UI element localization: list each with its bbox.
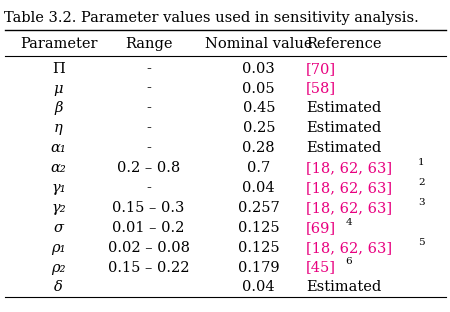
- Text: Parameter: Parameter: [20, 37, 97, 51]
- Text: -: -: [146, 141, 151, 155]
- Text: Π: Π: [52, 62, 65, 76]
- Text: [18, 62, 63]: [18, 62, 63]: [306, 181, 392, 195]
- Text: Estimated: Estimated: [306, 141, 381, 155]
- Text: Range: Range: [125, 37, 172, 51]
- Text: ρ₂: ρ₂: [51, 261, 66, 275]
- Text: β: β: [54, 101, 63, 115]
- Text: 0.15 – 0.22: 0.15 – 0.22: [108, 261, 189, 275]
- Text: 0.25: 0.25: [243, 121, 275, 135]
- Text: α₁: α₁: [50, 141, 67, 155]
- Text: δ: δ: [54, 280, 63, 295]
- Text: [18, 62, 63]: [18, 62, 63]: [306, 201, 392, 215]
- Text: -: -: [146, 101, 151, 115]
- Text: -: -: [146, 62, 151, 76]
- Text: Reference: Reference: [306, 37, 382, 51]
- Text: Estimated: Estimated: [306, 121, 381, 135]
- Text: 6: 6: [346, 257, 352, 266]
- Text: [69]: [69]: [306, 221, 336, 235]
- Text: 0.179: 0.179: [238, 261, 279, 275]
- Text: 0.28: 0.28: [243, 141, 275, 155]
- Text: 0.04: 0.04: [243, 280, 275, 295]
- Text: 1: 1: [418, 158, 425, 167]
- Text: Table 3.2. Parameter values used in sensitivity analysis.: Table 3.2. Parameter values used in sens…: [4, 11, 419, 25]
- Text: 2: 2: [418, 178, 425, 187]
- Text: -: -: [146, 121, 151, 135]
- Text: [58]: [58]: [306, 81, 336, 95]
- Text: 5: 5: [418, 237, 425, 246]
- Text: η: η: [54, 121, 63, 135]
- Text: 0.45: 0.45: [243, 101, 275, 115]
- Text: μ: μ: [54, 81, 63, 95]
- Text: -: -: [146, 81, 151, 95]
- Text: 0.125: 0.125: [238, 241, 279, 255]
- Text: Estimated: Estimated: [306, 101, 381, 115]
- Text: α₂: α₂: [50, 161, 67, 175]
- Text: -: -: [146, 181, 151, 195]
- Text: 0.05: 0.05: [243, 81, 275, 95]
- Text: 0.125: 0.125: [238, 221, 279, 235]
- Text: 0.04: 0.04: [243, 181, 275, 195]
- Text: Nominal value: Nominal value: [205, 37, 312, 51]
- Text: [70]: [70]: [306, 62, 336, 76]
- Text: 0.15 – 0.3: 0.15 – 0.3: [112, 201, 184, 215]
- Text: 3: 3: [418, 198, 425, 207]
- Text: 4: 4: [346, 218, 352, 227]
- Text: 0.03: 0.03: [243, 62, 275, 76]
- Text: γ₂: γ₂: [51, 201, 66, 215]
- Text: γ₁: γ₁: [51, 181, 66, 195]
- Text: 0.2 – 0.8: 0.2 – 0.8: [117, 161, 180, 175]
- Text: 0.01 – 0.2: 0.01 – 0.2: [112, 221, 184, 235]
- Text: [18, 62, 63]: [18, 62, 63]: [306, 241, 392, 255]
- Text: [18, 62, 63]: [18, 62, 63]: [306, 161, 392, 175]
- Text: [45]: [45]: [306, 261, 336, 275]
- Text: 0.257: 0.257: [238, 201, 279, 215]
- Text: 0.7: 0.7: [247, 161, 270, 175]
- Text: σ: σ: [54, 221, 63, 235]
- Text: 0.02 – 0.08: 0.02 – 0.08: [108, 241, 189, 255]
- Text: ρ₁: ρ₁: [51, 241, 66, 255]
- Text: Estimated: Estimated: [306, 280, 381, 295]
